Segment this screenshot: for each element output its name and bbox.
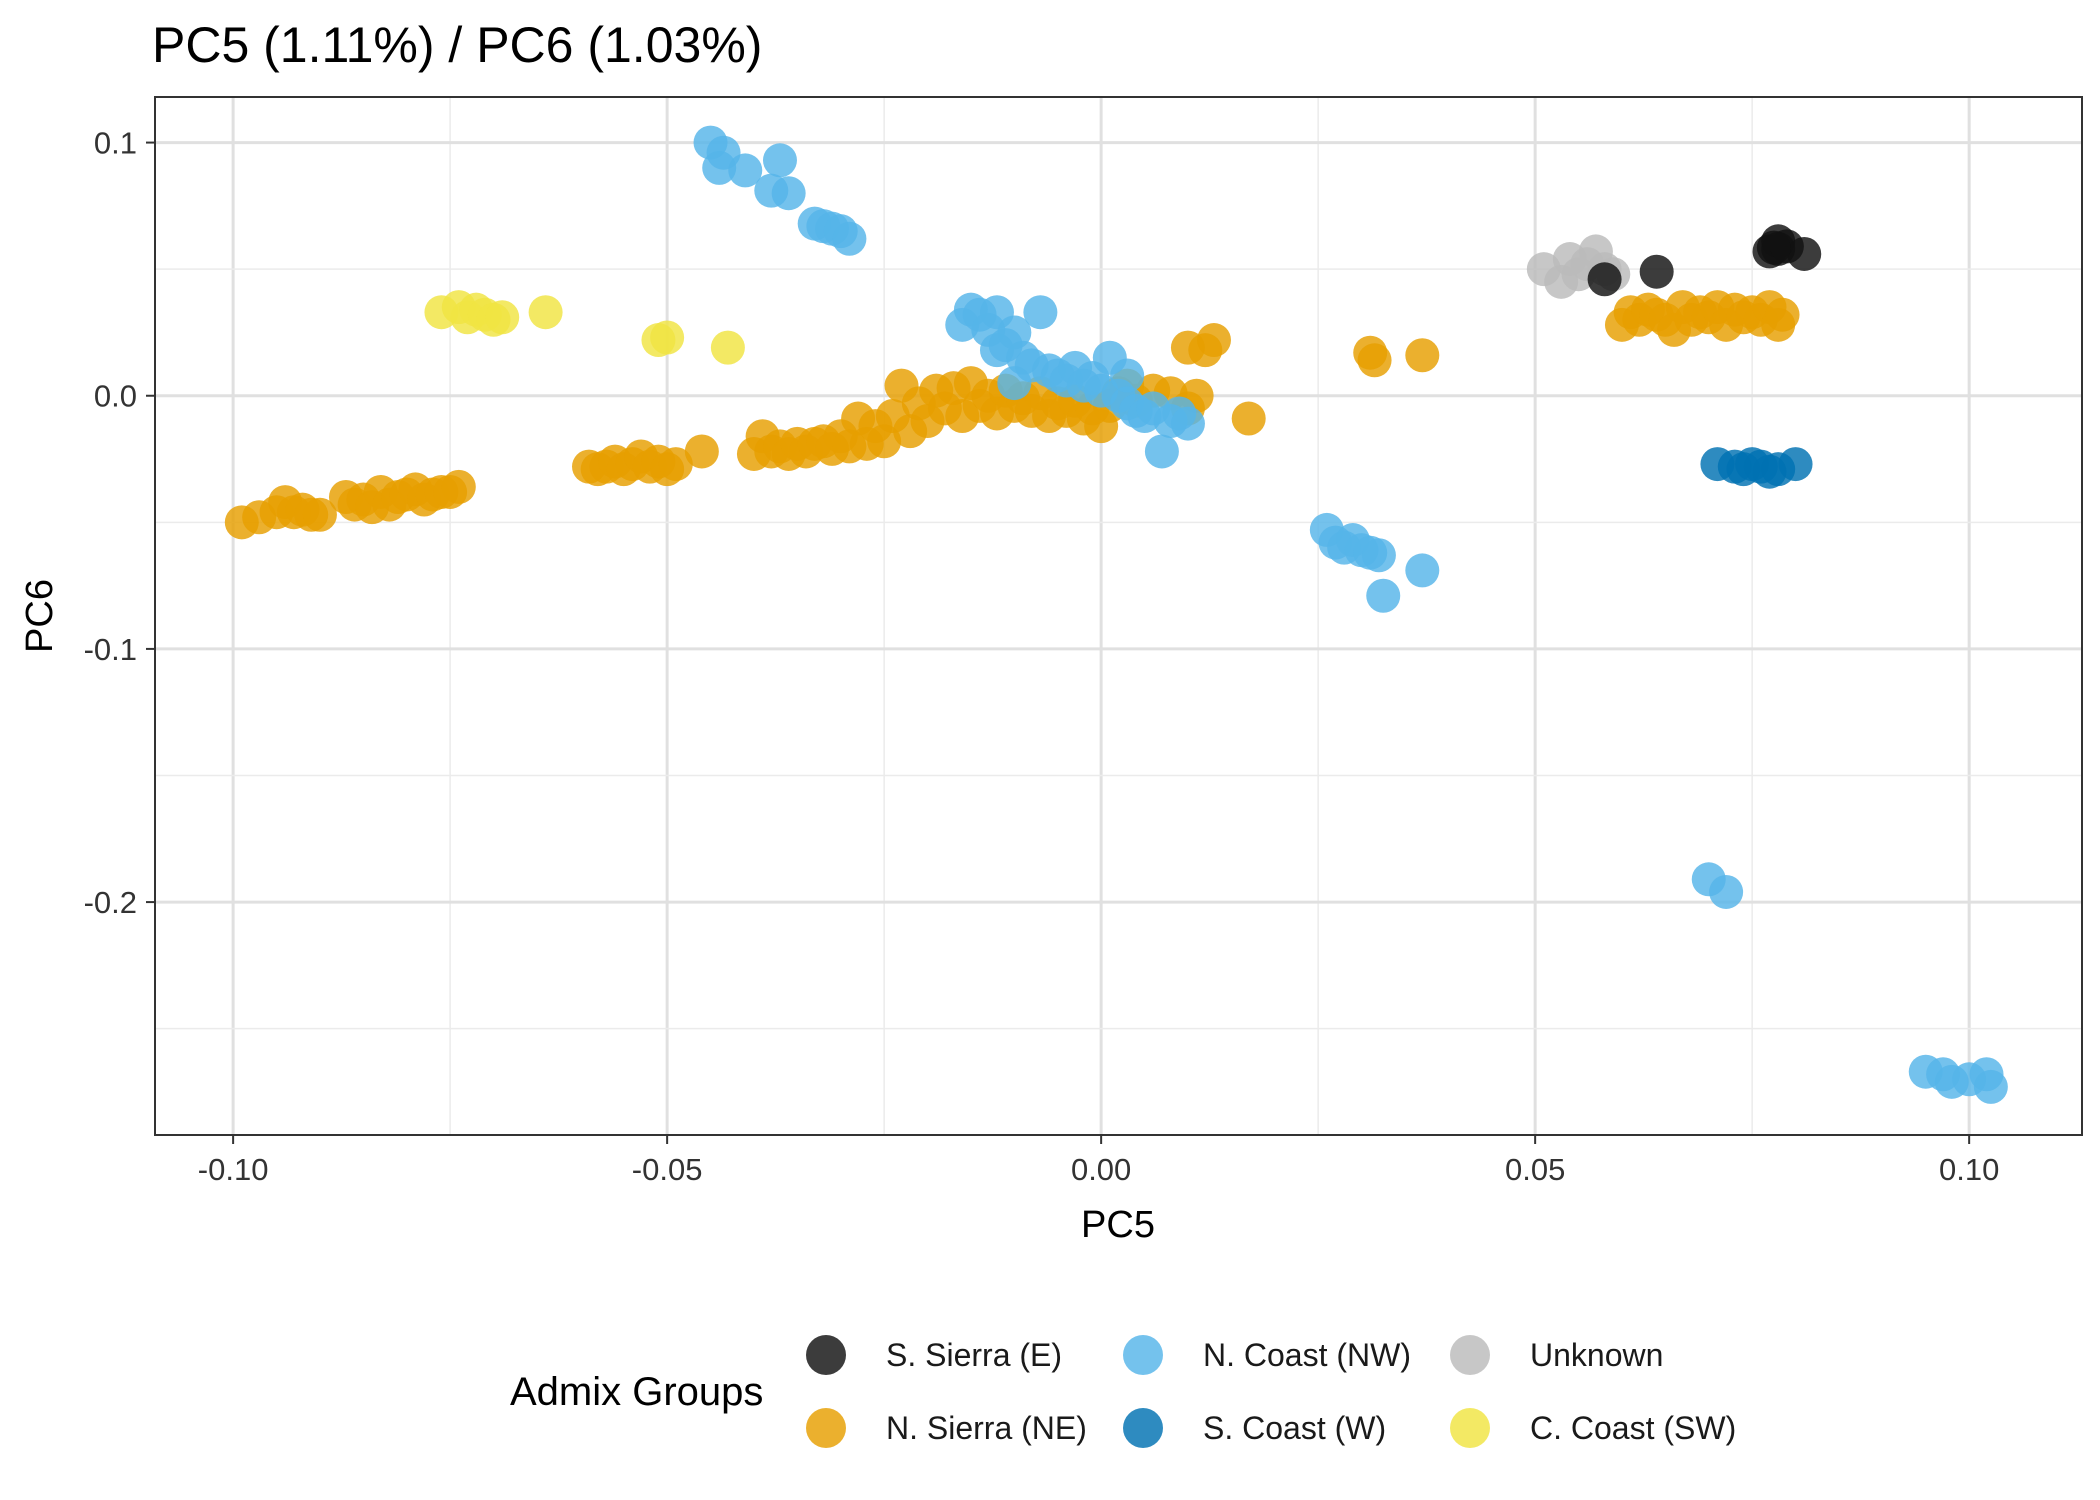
data-point [302, 497, 337, 532]
x-axis-ticks: -0.10 -0.05 0.00 0.05 0.10 [198, 1135, 1999, 1187]
x-tick-label: 0.10 [1939, 1152, 1999, 1187]
points-layer [224, 125, 2008, 1104]
data-point [528, 295, 563, 330]
legend-key [806, 1335, 846, 1375]
data-point [1357, 343, 1392, 378]
y-tick-label: -0.2 [84, 885, 137, 920]
data-point [1756, 230, 1791, 265]
data-point [658, 447, 693, 482]
data-point [650, 320, 685, 355]
legend: Admix Groups S. Sierra (E) N. Sierra (NE)… [510, 1335, 1736, 1448]
data-point [728, 153, 763, 188]
series-s-coast-w [1700, 447, 1813, 489]
data-point [1587, 262, 1622, 297]
x-axis-title: PC5 [1081, 1204, 1155, 1246]
data-point [979, 333, 1014, 368]
data-point [1765, 297, 1800, 332]
data-point [441, 469, 476, 504]
data-point [1144, 434, 1179, 469]
series-n-coast-nw [693, 125, 2008, 1104]
data-point [1366, 578, 1401, 613]
legend-label: C. Coast (SW) [1530, 1410, 1736, 1446]
data-point [762, 143, 797, 178]
series-unknown [1526, 234, 1631, 299]
data-point [1639, 254, 1674, 289]
data-point [1973, 1069, 2008, 1104]
data-point [1405, 553, 1440, 588]
y-axis-ticks: 0.1 0.0 -0.1 -0.2 [84, 126, 155, 920]
x-tick-label: 0.00 [1071, 1152, 1131, 1187]
series-c-coast-sw [424, 290, 745, 365]
y-axis-title: PC6 [19, 579, 61, 653]
data-point [485, 300, 520, 335]
y-tick-label: 0.1 [94, 126, 137, 161]
y-tick-label: -0.1 [84, 632, 137, 667]
data-point [1405, 338, 1440, 373]
legend-label: S. Coast (W) [1203, 1410, 1386, 1446]
series-s-sierra-e [1587, 224, 1822, 297]
legend-title: Admix Groups [510, 1370, 763, 1414]
data-point [1110, 358, 1145, 393]
legend-label: S. Sierra (E) [886, 1337, 1062, 1373]
data-point [1787, 236, 1822, 271]
data-point [684, 434, 719, 469]
data-point [997, 366, 1032, 401]
legend-label: N. Sierra (NE) [886, 1410, 1087, 1446]
data-point [1196, 323, 1231, 358]
legend-key [1123, 1408, 1163, 1448]
x-tick-label: -0.05 [632, 1152, 703, 1187]
y-tick-label: 0.0 [94, 379, 137, 414]
legend-label: Unknown [1530, 1337, 1663, 1373]
chart-title: PC5 (1.11%) / PC6 (1.03%) [152, 17, 762, 73]
plot-border [154, 96, 2083, 1136]
legend-key [1450, 1335, 1490, 1375]
legend-key [1450, 1408, 1490, 1448]
data-point [771, 176, 806, 211]
data-point [710, 330, 745, 365]
x-tick-label: -0.10 [198, 1152, 269, 1187]
x-tick-label: 0.05 [1505, 1152, 1565, 1187]
legend-label: N. Coast (NW) [1203, 1337, 1411, 1373]
legend-key [1123, 1335, 1163, 1375]
data-point [1709, 874, 1744, 909]
data-point [1231, 401, 1266, 436]
data-point [1170, 406, 1205, 441]
data-point [1778, 447, 1813, 482]
plot-panel [155, 97, 2082, 1135]
legend-key [806, 1408, 846, 1448]
data-point [1361, 538, 1396, 573]
data-point [1023, 295, 1058, 330]
data-point [832, 221, 867, 256]
